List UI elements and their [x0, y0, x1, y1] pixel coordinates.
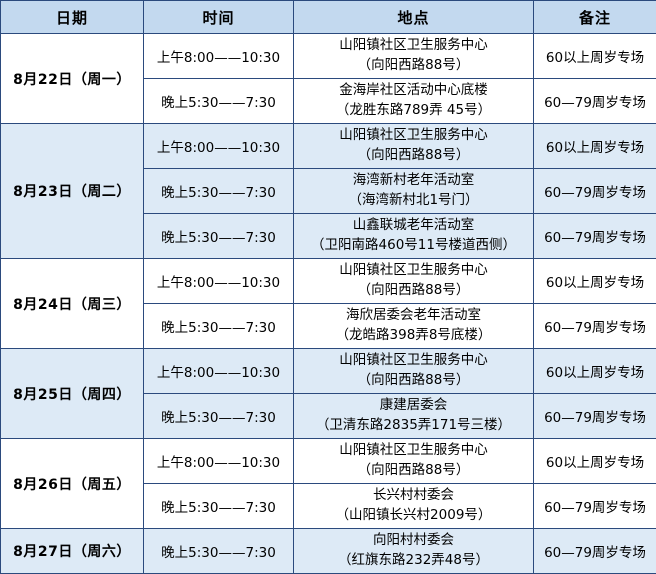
date-cell: 8月24日（周三）: [1, 259, 144, 349]
place-cell: 海欣居委会老年活动室（龙皓路398弄8号底楼）: [294, 304, 534, 349]
note-cell: 60—79周岁专场: [534, 484, 656, 529]
time-cell: 上午8:00——10:30: [144, 259, 294, 304]
place-line-address: （向阳西路88号）: [294, 461, 533, 481]
place-line-address: （龙皓路398弄8号底楼）: [294, 326, 533, 346]
column-header-place: 地点: [294, 1, 534, 34]
place-line-address: （龙胜东路789弄 45号）: [294, 101, 533, 121]
date-cell: 8月26日（周五）: [1, 439, 144, 529]
place-line-address: （向阳西路88号）: [294, 146, 533, 166]
column-header-time: 时间: [144, 1, 294, 34]
date-cell: 8月25日（周四）: [1, 349, 144, 439]
time-cell: 上午8:00——10:30: [144, 124, 294, 169]
note-cell: 60以上周岁专场: [534, 439, 656, 484]
table-header: 日期 时间 地点 备注: [1, 1, 656, 34]
place-line-address: （向阳西路88号）: [294, 281, 533, 301]
place-cell: 康建居委会（卫清东路2835弄171号三楼）: [294, 394, 534, 439]
time-cell: 上午8:00——10:30: [144, 349, 294, 394]
place-line-address: （海湾新村北1号门）: [294, 191, 533, 211]
place-line-primary: 海欣居委会老年活动室: [294, 306, 533, 326]
note-cell: 60—79周岁专场: [534, 304, 656, 349]
place-cell: 山阳镇社区卫生服务中心（向阳西路88号）: [294, 439, 534, 484]
place-line-primary: 向阳村村委会: [294, 531, 533, 551]
place-line-primary: 康建居委会: [294, 396, 533, 416]
note-cell: 60—79周岁专场: [534, 394, 656, 439]
note-cell: 60以上周岁专场: [534, 34, 656, 79]
place-line-address: （向阳西路88号）: [294, 56, 533, 76]
place-line-address: （卫阳南路460号11号楼道西侧）: [294, 236, 533, 256]
place-line-primary: 山阳镇社区卫生服务中心: [294, 351, 533, 371]
place-line-primary: 山阳镇社区卫生服务中心: [294, 126, 533, 146]
time-cell: 晚上5:30——7:30: [144, 214, 294, 259]
place-line-primary: 金海岸社区活动中心底楼: [294, 81, 533, 101]
place-line-primary: 山阳镇社区卫生服务中心: [294, 261, 533, 281]
place-line-primary: 山阳镇社区卫生服务中心: [294, 36, 533, 56]
place-line-primary: 海湾新村老年活动室: [294, 171, 533, 191]
note-cell: 60以上周岁专场: [534, 124, 656, 169]
column-header-note: 备注: [534, 1, 656, 34]
time-cell: 晚上5:30——7:30: [144, 169, 294, 214]
date-cell: 8月27日（周六）: [1, 529, 144, 574]
place-cell: 长兴村村委会（山阳镇长兴村2009号）: [294, 484, 534, 529]
place-cell: 向阳村村委会（红旗东路232弄48号）: [294, 529, 534, 574]
note-cell: 60以上周岁专场: [534, 259, 656, 304]
time-cell: 晚上5:30——7:30: [144, 304, 294, 349]
time-cell: 晚上5:30——7:30: [144, 529, 294, 574]
place-line-address: （山阳镇长兴村2009号）: [294, 506, 533, 526]
note-cell: 60—79周岁专场: [534, 169, 656, 214]
date-cell: 8月22日（周一）: [1, 34, 144, 124]
place-line-address: （向阳西路88号）: [294, 371, 533, 391]
place-cell: 山鑫联城老年活动室（卫阳南路460号11号楼道西侧）: [294, 214, 534, 259]
note-cell: 60以上周岁专场: [534, 349, 656, 394]
column-header-date: 日期: [1, 1, 144, 34]
header-row: 日期 时间 地点 备注: [1, 1, 656, 34]
place-cell: 山阳镇社区卫生服务中心（向阳西路88号）: [294, 349, 534, 394]
place-cell: 海湾新村老年活动室（海湾新村北1号门）: [294, 169, 534, 214]
note-cell: 60—79周岁专场: [534, 214, 656, 259]
place-cell: 山阳镇社区卫生服务中心（向阳西路88号）: [294, 259, 534, 304]
place-cell: 山阳镇社区卫生服务中心（向阳西路88号）: [294, 124, 534, 169]
place-cell: 金海岸社区活动中心底楼（龙胜东路789弄 45号）: [294, 79, 534, 124]
time-cell: 上午8:00——10:30: [144, 34, 294, 79]
time-cell: 晚上5:30——7:30: [144, 79, 294, 124]
time-cell: 晚上5:30——7:30: [144, 394, 294, 439]
place-cell: 山阳镇社区卫生服务中心（向阳西路88号）: [294, 34, 534, 79]
time-cell: 晚上5:30——7:30: [144, 484, 294, 529]
place-line-primary: 山阳镇社区卫生服务中心: [294, 441, 533, 461]
note-cell: 60—79周岁专场: [534, 529, 656, 574]
time-cell: 上午8:00——10:30: [144, 439, 294, 484]
place-line-address: （卫清东路2835弄171号三楼）: [294, 416, 533, 436]
place-line-primary: 山鑫联城老年活动室: [294, 216, 533, 236]
note-cell: 60—79周岁专场: [534, 79, 656, 124]
date-cell: 8月23日（周二）: [1, 124, 144, 259]
place-line-address: （红旗东路232弄48号）: [294, 551, 533, 571]
place-line-primary: 长兴村村委会: [294, 486, 533, 506]
